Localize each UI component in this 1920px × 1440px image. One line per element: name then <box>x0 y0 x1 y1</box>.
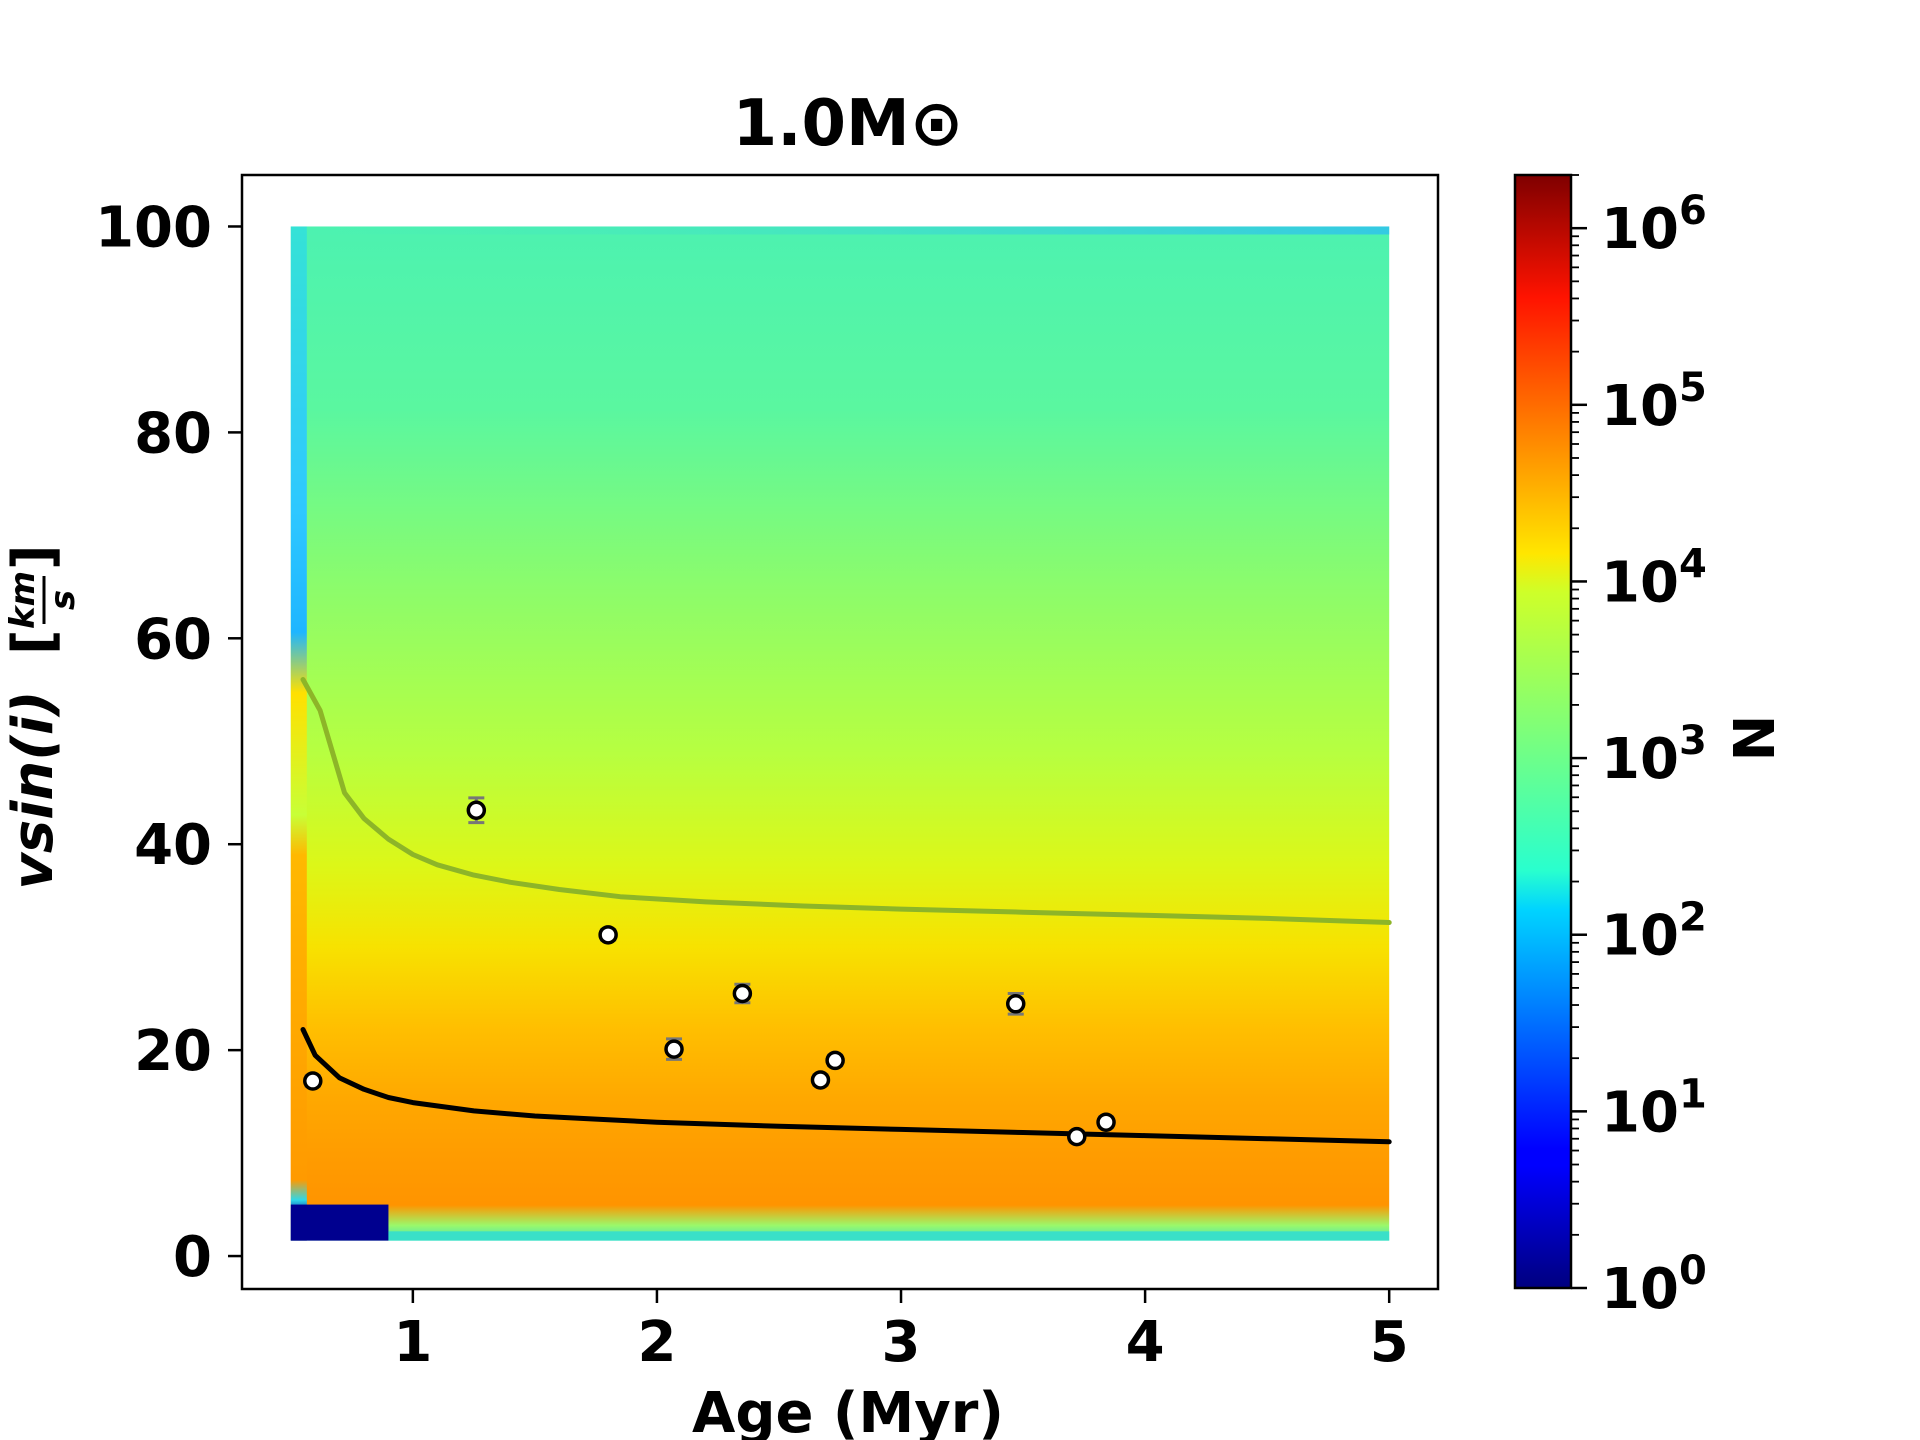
data-point <box>1096 1112 1116 1132</box>
x-axis-label: Age (Myr) <box>692 1381 1004 1440</box>
y-axis-unit-open-bracket: [ <box>1 629 66 655</box>
x-tick-label: 2 <box>637 1310 676 1375</box>
data-point <box>732 983 753 1004</box>
y-tick-label: 80 <box>134 401 212 466</box>
colorbar-tick-label: 101 <box>1601 1071 1707 1145</box>
x-tick-label: 4 <box>1126 1310 1165 1375</box>
heatmap <box>290 226 1390 1241</box>
y-axis-label: vsin(i) <box>1 690 66 889</box>
colorbar-tick-label: 104 <box>1601 541 1707 615</box>
heatmap-left-edge <box>290 226 307 1241</box>
series-line-1 <box>300 677 1392 925</box>
heatmap-top-edge <box>290 226 1390 235</box>
y-tick-label: 20 <box>134 1019 212 1084</box>
y-tick-label: 100 <box>95 195 212 260</box>
y-axis-unit-denominator: s <box>43 590 83 610</box>
data-point <box>466 800 487 820</box>
data-point <box>664 1039 684 1059</box>
colorbar-gradient <box>1513 173 1573 1290</box>
x-tick-label: 1 <box>393 1310 432 1375</box>
y-axis-label-group: vsin(i) [ km s ] <box>1 544 83 889</box>
colorbar-tick-label: 106 <box>1601 188 1707 262</box>
y-axis-unit-close-bracket: ] <box>1 544 66 570</box>
colorbar-tick-label: 103 <box>1601 718 1707 792</box>
data-point <box>1005 994 1026 1014</box>
x-axis: 1 2 3 4 5 <box>393 1289 1409 1375</box>
colorbar-label: N <box>1719 715 1784 762</box>
heatmap-field <box>290 226 1390 1241</box>
y-axis-unit-numerator: km <box>3 571 43 629</box>
y-axis: 0 20 40 60 80 100 <box>95 195 242 1290</box>
colorbar-tick-label: 102 <box>1601 895 1707 969</box>
x-tick-label: 3 <box>882 1310 921 1375</box>
data-point <box>810 1070 831 1090</box>
data-point <box>598 925 618 945</box>
colorbar-tick-label: 105 <box>1601 365 1707 439</box>
y-tick-label: 40 <box>134 813 212 878</box>
series-layer <box>300 677 1392 1147</box>
heatmap-bottom-strip <box>388 1231 1390 1241</box>
x-tick-label: 5 <box>1370 1310 1409 1375</box>
colorbar-tick-label: 100 <box>1601 1248 1707 1322</box>
axes-frame <box>240 173 1440 1291</box>
heatmap-low-density-band <box>290 1204 389 1241</box>
data-point <box>1067 1126 1087 1147</box>
chart-title: 1.0M⊙ <box>733 87 964 161</box>
colorbar-ticks: 100 101 102 103 104 105 106 <box>1571 174 1707 1322</box>
y-tick-label: 60 <box>134 607 212 672</box>
y-tick-label: 0 <box>173 1225 212 1290</box>
data-point <box>303 1071 323 1091</box>
colorbar: 100 101 102 103 104 105 106 N <box>1513 173 1784 1322</box>
data-point <box>825 1050 845 1071</box>
